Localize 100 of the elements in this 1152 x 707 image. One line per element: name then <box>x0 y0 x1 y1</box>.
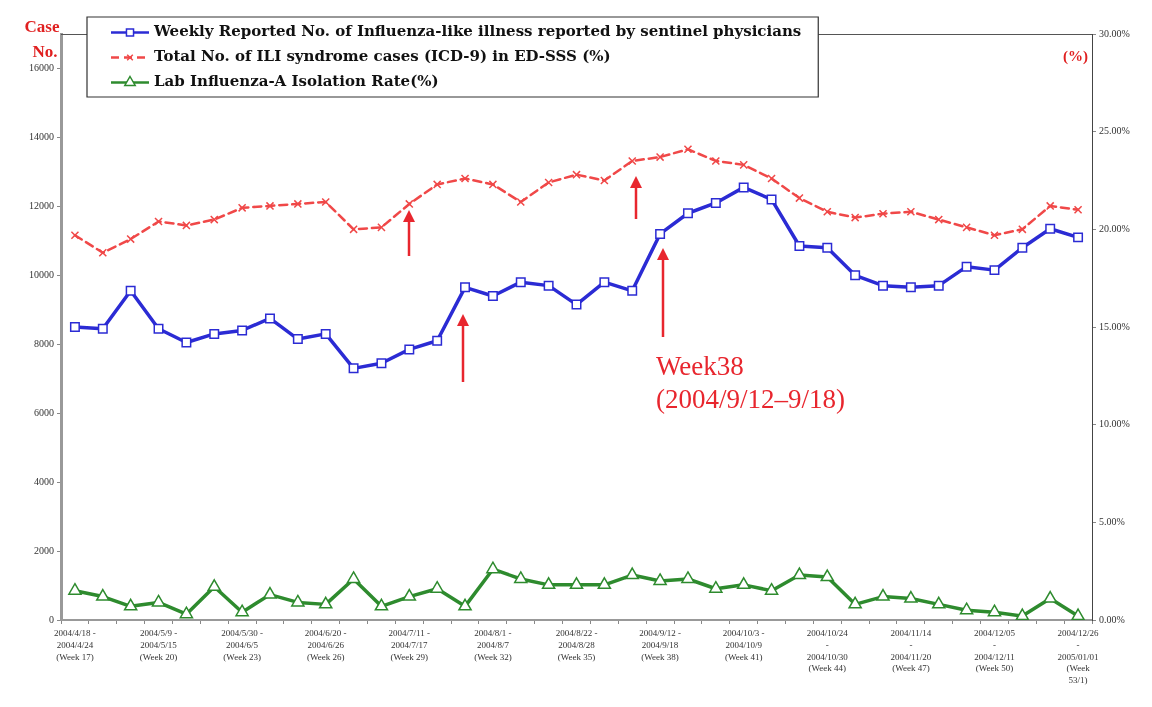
point <box>460 282 471 293</box>
x-tick-label: 2004/10/24 - 2004/10/30 (Week 44) <box>806 628 849 674</box>
point <box>738 182 749 193</box>
point <box>822 242 833 253</box>
point <box>1071 608 1085 620</box>
point <box>931 596 946 609</box>
point <box>597 577 612 590</box>
x-tick-label: 2004/5/9 - 2004/5/15 (Week 20) <box>139 628 178 662</box>
point <box>541 577 556 590</box>
point <box>374 598 389 611</box>
y-axis-title: Case No. <box>24 17 60 61</box>
point <box>795 193 804 203</box>
point <box>850 213 860 222</box>
point <box>655 228 666 239</box>
x-tick-label: 2004/8/22 - 2004/8/28 (Week 35) <box>555 628 598 662</box>
point <box>823 207 832 217</box>
point <box>377 223 386 232</box>
y2-tick-label: 15.00% <box>1099 320 1130 332</box>
x-tick-label: 2004/9/12 - 2004/9/18 (Week 38) <box>639 628 681 662</box>
point <box>571 299 582 310</box>
point <box>767 174 776 183</box>
x-tick-label: 2004/12/26 - 2005/01/01 (Week 53/1) <box>1057 628 1100 686</box>
point <box>458 598 472 611</box>
y-tick-label: 16000 <box>29 62 54 74</box>
point <box>151 594 166 607</box>
point <box>405 199 414 209</box>
y2-tick-label: 30.00% <box>1099 27 1130 39</box>
point <box>1017 242 1028 253</box>
y-tick-label: 4000 <box>34 475 54 487</box>
y2-tick-label: 25.00% <box>1099 125 1130 137</box>
point <box>513 571 528 584</box>
point <box>959 602 974 615</box>
point <box>125 285 136 296</box>
point <box>600 176 609 185</box>
point <box>318 596 333 609</box>
point <box>989 265 1000 276</box>
annotation: Week38 (2004/9/12–9/18) <box>656 351 845 414</box>
point <box>460 174 470 183</box>
point <box>404 344 415 355</box>
point <box>961 261 972 272</box>
point <box>933 280 944 291</box>
point <box>848 596 862 609</box>
legend-label: Lab Influenza-A Isolation Rate(%) <box>154 72 439 91</box>
point <box>293 199 303 209</box>
point <box>432 335 443 346</box>
point <box>764 582 779 595</box>
point <box>987 604 1002 617</box>
x-tick-label: 2004/7/11 - 2004/7/17 (Week 29) <box>388 628 431 662</box>
point <box>1043 590 1058 603</box>
point <box>69 322 80 332</box>
point <box>182 221 191 230</box>
y-tick-label: 12000 <box>29 199 54 211</box>
point <box>934 215 944 224</box>
point <box>569 577 584 590</box>
point <box>682 208 693 219</box>
point <box>349 225 358 234</box>
point <box>348 363 359 374</box>
point <box>792 567 807 580</box>
point <box>432 180 442 189</box>
point <box>736 577 751 590</box>
point <box>123 598 138 611</box>
point <box>265 201 275 211</box>
legend-label: Total No. of ILI syndrome cases (ICD-9) in ED-SSS (%) <box>154 47 611 66</box>
x-tick-label: 2004/11/14 - 2004/11/20 (Week 47) <box>890 628 932 674</box>
y2-axis-title: (%) <box>1063 48 1088 65</box>
point <box>181 337 192 348</box>
point <box>655 152 665 162</box>
point <box>572 170 581 179</box>
point <box>263 586 277 599</box>
point <box>516 197 526 207</box>
point <box>235 604 249 617</box>
point <box>905 282 916 293</box>
point <box>207 579 222 592</box>
y-tick-label: 8000 <box>34 337 54 349</box>
point <box>1045 223 1056 234</box>
point <box>126 234 135 244</box>
point <box>711 156 721 166</box>
point <box>653 573 667 586</box>
x-tick-label: 2004/12/05 - 2004/12/11 (Week 50) <box>973 628 1016 674</box>
y-tick-label: 2000 <box>34 544 54 556</box>
point <box>1018 225 1027 234</box>
legend-label: Weekly Reported No. of Influenza-like illness reported by sentinel physicians <box>153 22 802 41</box>
y2-tick-label: 5.00% <box>1099 515 1125 527</box>
point <box>627 156 637 166</box>
point <box>850 270 861 281</box>
point <box>98 248 108 258</box>
point <box>209 328 220 339</box>
point <box>487 290 498 301</box>
point <box>209 215 219 224</box>
point <box>820 569 835 582</box>
point <box>237 203 247 213</box>
y-tick-label: 6000 <box>34 406 54 418</box>
y2-tick-label: 20.00% <box>1099 222 1130 234</box>
point <box>291 594 305 607</box>
point <box>1073 232 1084 243</box>
point <box>264 313 275 324</box>
point <box>430 581 444 593</box>
point <box>95 588 110 601</box>
point <box>599 277 610 288</box>
x-tick-label: 2004/10/3 - 2004/10/9 (Week 41) <box>722 628 765 662</box>
